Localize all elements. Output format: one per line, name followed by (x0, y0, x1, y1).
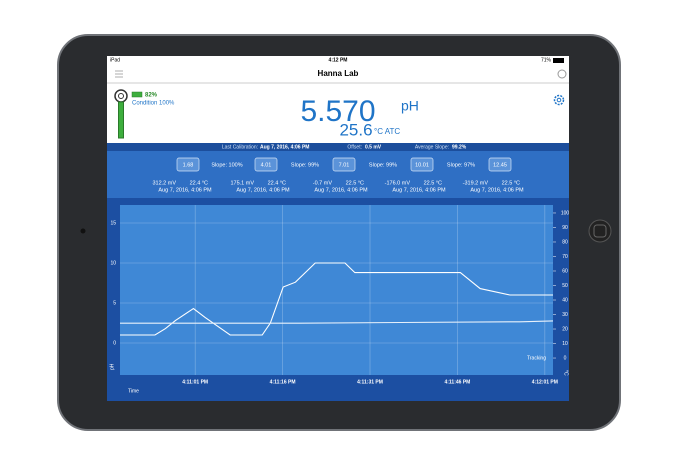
plot-area (120, 205, 553, 375)
buffer-date: Aug 7, 2016, 4:06 PM (392, 187, 446, 193)
buffer-mv: -0.7 mV (313, 180, 333, 186)
slope-label: Slope: 100% (211, 162, 242, 168)
buffer-mv: -176.0 mV (385, 180, 411, 186)
ph-reading: 5.570 (300, 95, 375, 128)
y2-tick-label: 60 (562, 268, 568, 274)
status-battery: 71% (541, 57, 552, 63)
buffer-value: 7.01 (339, 162, 350, 168)
buffer-value: 12.45 (493, 162, 507, 168)
y2-tick-label: 0 (564, 355, 567, 361)
y2-tick-label: 50 (562, 283, 568, 289)
x-tick-label: 4:11:46 PM (444, 379, 470, 385)
buffer-temp: 22.5 °C (502, 180, 520, 186)
tracking-label: Tracking (527, 355, 546, 361)
status-device: iPad (110, 57, 120, 63)
x-tick-label: 4:12:01 PM (532, 379, 558, 385)
calibration-strip (107, 143, 569, 151)
y2-tick-label: 40 (562, 297, 568, 303)
data-line (120, 320, 554, 324)
offset-label: Offset: (347, 144, 362, 150)
y2-tick-label: 90 (562, 225, 568, 231)
buffer-value: 4.01 (261, 162, 272, 168)
bluetooth-button[interactable] (557, 69, 567, 79)
buffer-temp: 22.5 °C (346, 180, 364, 186)
y2-tick-label: 100 (561, 210, 570, 216)
offset-value: 0.5 mV (365, 144, 382, 150)
y2-tick-label: 10 (562, 341, 568, 347)
buffer-temp: 22.4 °C (190, 180, 208, 186)
x-tick-label: 4:11:01 PM (182, 379, 208, 385)
slope-label: Slope: 97% (447, 162, 475, 168)
y-axis-label: pH (109, 363, 115, 370)
y2-axis-label: °C (563, 370, 569, 376)
ph-unit: pH (401, 98, 419, 114)
battery-icon (553, 58, 564, 63)
temperature-unit: °C ATC (374, 127, 400, 136)
temperature-reading: 25.6 (339, 120, 372, 139)
nav-title: Hanna Lab (318, 69, 359, 78)
buffer-date: Aug 7, 2016, 4:06 PM (158, 187, 212, 193)
camera (80, 228, 86, 234)
slope-label: Slope: 99% (291, 162, 319, 168)
y2-tick-label: 30 (562, 312, 568, 318)
buffer-tab (254, 157, 278, 172)
y2-tick-label: 70 (562, 254, 568, 260)
slope-label: Average Slope: (415, 144, 449, 150)
probe-icon-inner (118, 93, 124, 99)
probe-battery-icon (131, 91, 143, 98)
y-tick-label: 5 (113, 300, 116, 306)
settings-button[interactable] (553, 94, 565, 106)
home-icon (593, 224, 607, 238)
slope-value: 99.2% (452, 144, 467, 150)
menu-button[interactable] (115, 70, 123, 78)
slope-label: Slope: 99% (369, 162, 397, 168)
buffer-mv: 175.1 mV (230, 180, 254, 186)
buffer-date: Aug 7, 2016, 4:06 PM (236, 187, 290, 193)
probe-condition: Condition 100% (132, 101, 175, 107)
x-tick-label: 4:11:16 PM (270, 379, 296, 385)
x-axis-label: Time (128, 388, 139, 394)
x-tick-label: 4:11:31 PM (357, 379, 383, 385)
y2-tick-label: 20 (562, 326, 568, 332)
buffer-mv: 312.2 mV (152, 180, 176, 186)
buffer-tab (332, 157, 356, 172)
buffer-temp: 22.4 °C (268, 180, 286, 186)
y-tick-label: 0 (113, 340, 116, 346)
buffer-tab (488, 157, 512, 172)
y-tick-label: 15 (110, 220, 116, 226)
buffer-tab (410, 157, 434, 172)
buffer-tab (176, 157, 200, 172)
buffer-temp: 22.5 °C (424, 180, 442, 186)
data-line (120, 262, 553, 336)
buffer-value: 1.68 (183, 162, 194, 168)
calibration-date: Aug 7, 2016, 4:06 PM (260, 144, 309, 150)
home-button[interactable] (588, 219, 612, 243)
status-time: 4:12 PM (329, 57, 348, 63)
buffer-value: 10.01 (415, 162, 429, 168)
buffer-date: Aug 7, 2016, 4:06 PM (314, 187, 368, 193)
y-tick-label: 10 (110, 260, 116, 266)
calibration-label: Last Calibration: (222, 144, 258, 150)
y2-tick-label: 80 (562, 239, 568, 245)
probe-body (118, 101, 124, 139)
buffer-mv: -319.2 mV (463, 180, 489, 186)
probe-battery: 82% (145, 93, 158, 99)
buffer-date: Aug 7, 2016, 4:06 PM (470, 187, 524, 193)
